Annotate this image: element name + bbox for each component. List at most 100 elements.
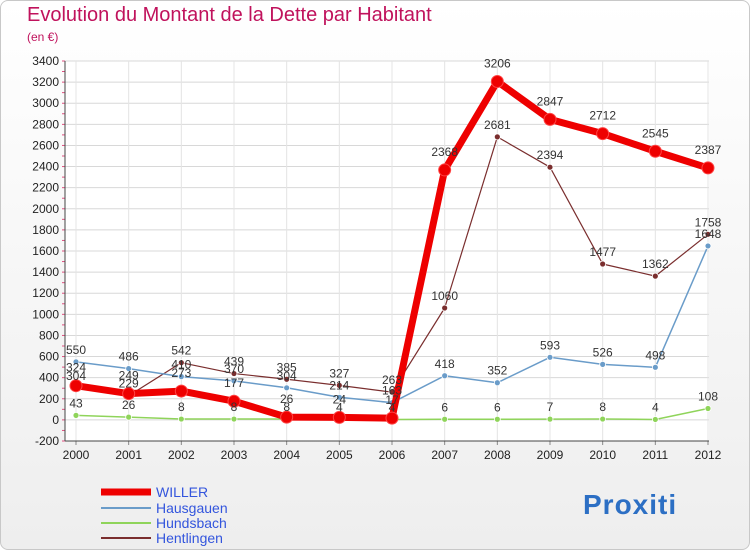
y-tick-label: 2800 bbox=[32, 117, 59, 131]
data-label-hausgauen: 214 bbox=[329, 378, 349, 392]
data-label-hausgauen: 526 bbox=[593, 345, 613, 359]
data-label-layer: 324 249 273 177 26 24 17 2368 3206 2847 2712 2545 23… bbox=[66, 56, 722, 414]
data-label-hausgauen: 1648 bbox=[695, 227, 722, 241]
data-label-hausgauen: 550 bbox=[66, 343, 86, 357]
series-layer bbox=[69, 74, 715, 425]
data-point-hentlingen bbox=[441, 304, 449, 312]
data-label-willer: 2847 bbox=[537, 94, 564, 108]
y-tick-label: 3400 bbox=[32, 54, 59, 68]
data-point-hundsbach bbox=[125, 413, 133, 421]
data-label-hausgauen: 304 bbox=[277, 369, 297, 383]
data-label-hausgauen: 418 bbox=[435, 357, 455, 371]
data-label-hentlingen: 304 bbox=[66, 369, 86, 383]
data-label-willer: 249 bbox=[119, 369, 139, 383]
data-point-hausgauen bbox=[493, 379, 501, 387]
axis-layer: -200 0 200 400 600 800 1000 1200 1400 1600 1800 200… bbox=[32, 54, 721, 462]
data-point-hausgauen bbox=[546, 353, 554, 361]
y-tick-label: 2600 bbox=[32, 138, 59, 152]
data-point-hundsbach bbox=[599, 415, 607, 423]
data-point-willer bbox=[174, 384, 188, 398]
x-tick-label: 2000 bbox=[63, 448, 90, 462]
y-tick-label: 400 bbox=[39, 371, 59, 385]
data-label-hausgauen: 163 bbox=[382, 384, 402, 398]
x-tick-label: 2006 bbox=[379, 448, 406, 462]
data-label-willer: 2712 bbox=[589, 109, 616, 123]
data-label-willer: 273 bbox=[171, 366, 191, 380]
data-point-willer bbox=[490, 74, 504, 88]
data-label-hundsbach: 8 bbox=[178, 400, 185, 414]
data-label-hausgauen: 498 bbox=[645, 348, 665, 362]
x-tick-label: 2001 bbox=[115, 448, 142, 462]
data-label-hentlingen: 2394 bbox=[537, 148, 564, 162]
data-label-hundsbach: 7 bbox=[547, 400, 554, 414]
data-label-hentlingen: 385 bbox=[277, 360, 297, 374]
data-label-hundsbach: 8 bbox=[599, 400, 606, 414]
data-point-hausgauen bbox=[335, 393, 343, 401]
data-label-hundsbach: 26 bbox=[122, 398, 136, 412]
data-label-hentlingen: 439 bbox=[224, 355, 244, 369]
data-point-hundsbach bbox=[546, 415, 554, 423]
legend-label-hundsbach: Hundsbach bbox=[156, 515, 227, 531]
grid-layer bbox=[65, 60, 709, 442]
data-point-hausgauen bbox=[177, 373, 185, 381]
data-label-willer: 2545 bbox=[642, 126, 669, 140]
data-point-willer bbox=[701, 161, 715, 175]
data-point-willer bbox=[648, 144, 662, 158]
data-point-hentlingen bbox=[335, 381, 343, 389]
data-label-hundsbach: 4 bbox=[652, 400, 659, 414]
data-point-willer bbox=[122, 387, 136, 401]
data-point-hundsbach bbox=[493, 415, 501, 423]
data-label-willer: 324 bbox=[66, 361, 86, 375]
x-tick-label: 2007 bbox=[431, 448, 458, 462]
y-tick-label: 2000 bbox=[32, 202, 59, 216]
data-label-willer: 2368 bbox=[431, 145, 458, 159]
y-tick-label: 0 bbox=[52, 413, 59, 427]
data-point-hausgauen bbox=[283, 384, 291, 392]
x-tick-label: 2002 bbox=[168, 448, 195, 462]
data-point-willer bbox=[385, 411, 399, 425]
data-point-hentlingen bbox=[283, 375, 291, 383]
data-label-hentlingen: 542 bbox=[171, 344, 191, 358]
data-label-hausgauen: 593 bbox=[540, 338, 560, 352]
y-tick-label: 1400 bbox=[32, 265, 59, 279]
data-label-hundsbach: 6 bbox=[441, 400, 448, 414]
data-label-hundsbach: 4 bbox=[336, 400, 343, 414]
data-label-hentlingen: 1758 bbox=[695, 215, 722, 229]
data-label-hentlingen: 1060 bbox=[431, 289, 458, 303]
data-point-hentlingen bbox=[599, 260, 607, 268]
proxiti-logo[interactable]: Proxiti bbox=[583, 489, 678, 520]
data-point-hausgauen bbox=[599, 360, 607, 368]
data-point-willer bbox=[596, 127, 610, 141]
y-tick-label: 200 bbox=[39, 392, 59, 406]
data-label-hundsbach: 8 bbox=[231, 400, 238, 414]
x-tick-label: 2012 bbox=[695, 448, 722, 462]
x-tick-label: 2004 bbox=[273, 448, 300, 462]
data-point-hundsbach bbox=[651, 416, 659, 423]
data-label-hundsbach: 4 bbox=[389, 400, 396, 414]
data-point-hausgauen bbox=[72, 358, 80, 366]
x-tick-label: 2009 bbox=[537, 448, 564, 462]
data-label-willer: 17 bbox=[385, 393, 399, 407]
data-label-hentlingen: 327 bbox=[329, 366, 349, 380]
chart-title: Evolution du Montant de la Dette par Hab… bbox=[27, 4, 432, 26]
data-point-hausgauen bbox=[651, 363, 659, 371]
data-point-willer bbox=[543, 112, 557, 126]
y-tick-label: 2200 bbox=[32, 181, 59, 195]
data-point-willer bbox=[69, 379, 83, 393]
data-point-hentlingen bbox=[651, 272, 659, 280]
y-tick-label: 1600 bbox=[32, 244, 59, 258]
unit-label: (en €) bbox=[27, 30, 59, 44]
data-label-hundsbach: 43 bbox=[69, 396, 83, 410]
y-tick-label: 3000 bbox=[32, 96, 59, 110]
y-tick-label: 1800 bbox=[32, 223, 59, 237]
data-point-hausgauen bbox=[441, 372, 449, 380]
y-tick-label: 800 bbox=[39, 328, 59, 342]
x-tick-label: 2003 bbox=[221, 448, 248, 462]
y-tick-label: 3200 bbox=[32, 75, 59, 89]
data-point-hentlingen bbox=[493, 133, 501, 141]
data-label-willer: 26 bbox=[280, 392, 294, 406]
data-point-willer bbox=[332, 410, 346, 424]
data-point-willer bbox=[438, 163, 452, 177]
